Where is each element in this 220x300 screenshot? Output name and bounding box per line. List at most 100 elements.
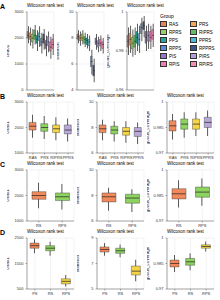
svg-text:0.97: 0.97 [156, 218, 165, 223]
svg-text:1: 1 [161, 235, 164, 240]
svg-text:RS: RS [118, 291, 124, 296]
svg-text:PRS: PRS [181, 155, 190, 160]
svg-text:1: 1 [121, 9, 124, 14]
svg-text:RS: RS [188, 291, 194, 296]
svg-text:6: 6 [91, 218, 94, 223]
html-text:Wilcoxon rank test: Wilcoxon rank test [127, 3, 164, 8]
html-text:C: C [0, 161, 6, 168]
svg-text:0.97: 0.97 [156, 286, 165, 291]
svg-text:chao1: chao1 [8, 44, 10, 57]
svg-text:1500: 1500 [15, 261, 25, 266]
svg-text:3000: 3000 [15, 99, 25, 104]
html-text:PPRS: PPRS [199, 37, 212, 43]
svg-text:PRS: PRS [41, 155, 50, 160]
svg-text:4: 4 [71, 87, 74, 92]
svg-text:10: 10 [89, 99, 94, 104]
html-text:RPRS: RPRS [169, 29, 182, 35]
html-text:D: D [0, 229, 6, 236]
svg-text:RAS: RAS [169, 155, 178, 160]
svg-text:0: 0 [21, 87, 24, 92]
html-text:A: A [0, 3, 6, 10]
svg-text:3000: 3000 [15, 167, 25, 172]
svg-text:RPS: RPS [62, 291, 71, 296]
html-text:B: B [0, 93, 6, 100]
svg-text:2000: 2000 [15, 35, 25, 40]
svg-text:2000: 2000 [15, 193, 25, 198]
svg-text:1: 1 [161, 99, 164, 104]
html-text:Wilcoxon rank test: Wilcoxon rank test [77, 3, 114, 8]
html-text:RPIRS: RPIRS [199, 61, 213, 67]
svg-text:goods_coverage: goods_coverage [107, 34, 110, 68]
svg-text:PS: PS [102, 291, 108, 296]
svg-text:7: 7 [91, 261, 94, 266]
svg-text:RIPRS: RIPRS [120, 155, 133, 160]
svg-text:0.96: 0.96 [116, 87, 125, 92]
svg-text:chao1: chao1 [8, 257, 10, 270]
svg-text:6: 6 [71, 61, 74, 66]
html-text:RIPRS: RIPRS [199, 29, 213, 35]
svg-text:goods_coverage: goods_coverage [147, 246, 150, 280]
svg-text:5: 5 [91, 286, 94, 291]
html-text:Group: Group [160, 13, 174, 19]
html-text:RPPS: RPPS [169, 45, 182, 51]
svg-text:8: 8 [91, 125, 94, 130]
svg-text:RIPRS: RIPRS [190, 155, 203, 160]
svg-text:shannon: shannon [77, 186, 80, 204]
svg-text:RS: RS [36, 223, 42, 228]
html-text:PPS: PPS [169, 37, 178, 43]
html-text:Wilcoxon rank test: Wilcoxon rank test [27, 3, 64, 8]
svg-text:8: 8 [71, 35, 74, 40]
svg-text:RPS: RPS [58, 223, 67, 228]
svg-text:1000: 1000 [15, 218, 25, 223]
svg-text:shannon: shannon [57, 42, 60, 60]
svg-text:RS: RS [48, 291, 54, 296]
svg-text:0.985: 0.985 [153, 261, 164, 266]
svg-text:RIPRS: RIPRS [50, 155, 63, 160]
svg-text:PPRS: PPRS [203, 155, 212, 160]
html-text:RAS: RAS [169, 21, 179, 27]
svg-text:8: 8 [91, 193, 94, 198]
svg-text:RPS: RPS [128, 223, 137, 228]
svg-text:10: 10 [89, 167, 94, 172]
svg-text:3000: 3000 [15, 9, 25, 14]
svg-text:9: 9 [91, 235, 94, 240]
html-text:Wilcoxon rank test: Wilcoxon rank test [97, 93, 134, 98]
svg-text:6: 6 [91, 150, 94, 155]
svg-text:0.985: 0.985 [153, 193, 164, 198]
svg-text:chao1: chao1 [8, 121, 10, 134]
svg-text:goods_coverage: goods_coverage [147, 110, 150, 144]
svg-text:shannon: shannon [77, 118, 80, 136]
svg-text:PPRS: PPRS [63, 155, 74, 160]
svg-text:10: 10 [69, 9, 74, 14]
html-text:PIRS: PIRS [199, 53, 210, 59]
svg-text:PS: PS [172, 291, 178, 296]
svg-text:PRS: PRS [111, 155, 120, 160]
html-text:Wilcoxon rank test: Wilcoxon rank test [27, 93, 64, 98]
svg-text:1000: 1000 [15, 61, 25, 66]
html-text:RPIS: RPIS [169, 61, 180, 67]
svg-text:RPS: RPS [198, 223, 207, 228]
svg-text:RS: RS [106, 223, 112, 228]
svg-text:2000: 2000 [15, 125, 25, 130]
svg-text:PS: PS [32, 291, 38, 296]
svg-text:chao1: chao1 [8, 189, 10, 202]
html-text:PIS: PIS [169, 53, 177, 59]
svg-text:RPS: RPS [132, 291, 141, 296]
svg-text:RAS: RAS [99, 155, 108, 160]
svg-text:PPRS: PPRS [133, 155, 144, 160]
svg-text:1: 1 [161, 167, 164, 172]
svg-text:1000: 1000 [15, 150, 25, 155]
svg-text:0.985: 0.985 [153, 125, 164, 130]
html-text:RPPRS: RPPRS [199, 45, 215, 51]
svg-text:2500: 2500 [15, 235, 25, 240]
svg-text:RAS: RAS [29, 155, 38, 160]
svg-text:500: 500 [17, 286, 24, 291]
svg-text:0.97: 0.97 [156, 150, 165, 155]
html-text:PRS: PRS [199, 21, 209, 27]
svg-text:RPS: RPS [202, 291, 211, 296]
svg-text:RS: RS [176, 223, 182, 228]
html-text:Wilcoxon rank test: Wilcoxon rank test [167, 93, 204, 98]
svg-text:shannon: shannon [77, 254, 80, 272]
svg-text:goods_coverage: goods_coverage [147, 178, 150, 212]
svg-text:0.98: 0.98 [116, 48, 125, 53]
